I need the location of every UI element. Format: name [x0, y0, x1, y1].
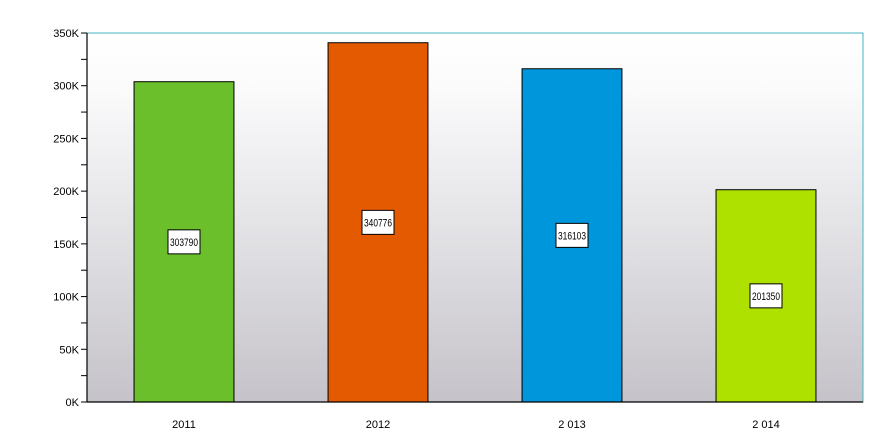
x-tick-label: 2011 — [172, 419, 196, 431]
y-tick-label: 0K — [66, 397, 80, 409]
data-label: 303790 — [170, 237, 198, 249]
x-tick-label: 2 014 — [752, 419, 780, 431]
data-labels: 303790 340776 316103 201350 — [167, 209, 783, 309]
y-tick-label: 100K — [53, 292, 79, 304]
y-tick-label: 150K — [53, 239, 79, 251]
data-label: 316103 — [558, 230, 586, 242]
data-label-box — [749, 283, 783, 309]
data-label: 201350 — [752, 291, 780, 303]
y-tick-label: 50K — [59, 344, 79, 356]
y-tick-label: 250K — [53, 133, 79, 145]
y-axis-labels: 0K 50K 100K 150K 200K 250K 300K 350K — [53, 28, 79, 409]
bar-series — [133, 42, 817, 403]
y-tick-label: 200K — [53, 186, 79, 198]
x-tick-label: 2 013 — [558, 419, 586, 431]
y-axis-ticks — [81, 32, 87, 403]
data-label: 340776 — [364, 217, 392, 229]
x-axis-labels: 2011 2012 2 013 2 014 — [172, 419, 780, 431]
data-label-box — [167, 229, 201, 255]
y-tick-label: 300K — [53, 81, 79, 93]
data-label-box — [361, 209, 395, 235]
data-label-box — [555, 222, 589, 248]
y-tick-label: 350K — [53, 28, 79, 40]
x-tick-label: 2012 — [366, 419, 390, 431]
